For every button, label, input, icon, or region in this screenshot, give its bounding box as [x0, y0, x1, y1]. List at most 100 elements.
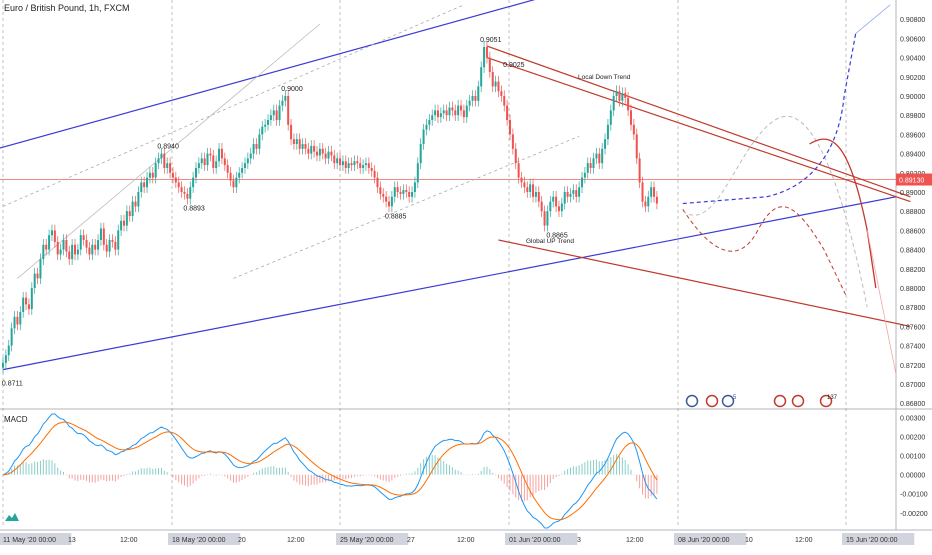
macd-histogram-bar [561, 473, 563, 475]
candle-body [272, 110, 275, 116]
macd-histogram-bar [204, 474, 206, 476]
macd-histogram-bar [45, 460, 47, 475]
candle-body [425, 124, 428, 130]
macd-histogram-bar [149, 467, 151, 475]
candle-body [146, 177, 149, 188]
candle-body [364, 163, 367, 166]
candle-body [546, 211, 549, 226]
macd-histogram-bar [42, 459, 44, 475]
candle-body [621, 93, 624, 101]
candle-body [157, 158, 160, 164]
candle-body [154, 163, 157, 178]
macd-histogram-bar [51, 460, 53, 475]
candle-body [382, 193, 385, 197]
macd-histogram-bar [117, 474, 119, 480]
macd-histogram-bar [633, 474, 635, 476]
candle-body [36, 273, 39, 279]
macd-histogram-bar [639, 474, 641, 489]
macd-histogram-bar [610, 456, 612, 475]
candle-body [65, 240, 68, 252]
macd-histogram-bar [276, 467, 278, 475]
candle-body [474, 96, 477, 101]
projection-path [682, 115, 868, 308]
candle-body [557, 206, 560, 212]
signal-line [2, 421, 658, 521]
candle-body [275, 110, 278, 120]
macd-histogram-bar [155, 468, 157, 475]
time-tick-box [674, 533, 747, 545]
candle-body [108, 240, 111, 252]
candle-body [258, 134, 261, 149]
candle-body [436, 110, 439, 118]
macd-histogram-bar [2, 474, 4, 476]
trend-line [2, 196, 897, 371]
candle-body [307, 148, 310, 154]
candle-body [243, 163, 246, 168]
candle-body [290, 124, 293, 140]
candle-body [347, 163, 350, 168]
candle-body [7, 345, 10, 356]
macd-histogram-bar [74, 474, 76, 481]
candle-body [180, 187, 183, 192]
candle-body [569, 193, 572, 197]
candle-body [102, 228, 105, 245]
candle-body [589, 163, 592, 168]
candle-body [59, 249, 62, 255]
candle-body [215, 161, 218, 168]
macd-histogram-bar [365, 474, 367, 476]
price-tick-label: 0.87200 [900, 363, 925, 370]
macd-histogram-bar [581, 463, 583, 475]
candle-body [624, 93, 627, 98]
time-tick-box [336, 533, 409, 545]
candle-body [563, 192, 566, 204]
macd-histogram-bar [388, 474, 390, 482]
macd-histogram-bar [270, 466, 272, 475]
candle-body [229, 172, 232, 181]
macd-histogram-bar [215, 474, 217, 476]
candle-body [327, 151, 330, 159]
macd-histogram-bar [264, 467, 266, 475]
candle-body [457, 105, 460, 116]
candle-body [511, 134, 514, 149]
macd-histogram-bar [253, 472, 255, 475]
macd-histogram-bar [230, 474, 232, 481]
candle-body [298, 139, 301, 149]
price-tick-label: 0.90800 [900, 17, 925, 24]
macd-histogram-bar [322, 474, 324, 483]
macd-histogram-bar [394, 474, 396, 478]
tradingview-logo-icon[interactable] [4, 512, 20, 522]
macd-histogram-bar [293, 474, 295, 481]
macd-histogram-bar [400, 474, 402, 476]
macd-histogram-bar [466, 474, 468, 476]
candle-body [261, 126, 264, 135]
macd-histogram-bar [65, 474, 67, 476]
macd-histogram-bar [181, 474, 183, 485]
candle-body [439, 113, 442, 118]
candle-body [604, 139, 607, 149]
macd-histogram-bar [120, 474, 122, 477]
macd-histogram-bar [555, 474, 557, 478]
macd-histogram-bar [382, 474, 384, 481]
candle-body [4, 355, 7, 363]
macd-histogram-bar [54, 463, 56, 475]
macd-histogram-bar [495, 474, 497, 476]
macd-histogram-bar [299, 474, 301, 485]
macd-histogram-bar [420, 463, 422, 475]
candle-body [408, 192, 411, 197]
time-tick-label: 3 [577, 537, 581, 544]
macd-tick-label: 0.00200 [900, 435, 925, 442]
candle-body [269, 115, 272, 120]
macd-histogram-bar [192, 474, 194, 484]
macd-histogram-bar [483, 467, 485, 475]
price-tick-label: 0.87400 [900, 344, 925, 351]
macd-histogram-bar [68, 474, 70, 479]
time-tick-label: 12:00 [287, 537, 305, 544]
macd-histogram-bar [296, 474, 298, 483]
candle-body [428, 120, 431, 125]
candle-body [606, 124, 609, 140]
macd-histogram-bar [451, 467, 453, 475]
candle-body [134, 201, 137, 207]
time-tick-label: 25 May '20 00:00 [340, 537, 394, 544]
candle-body [615, 91, 618, 96]
